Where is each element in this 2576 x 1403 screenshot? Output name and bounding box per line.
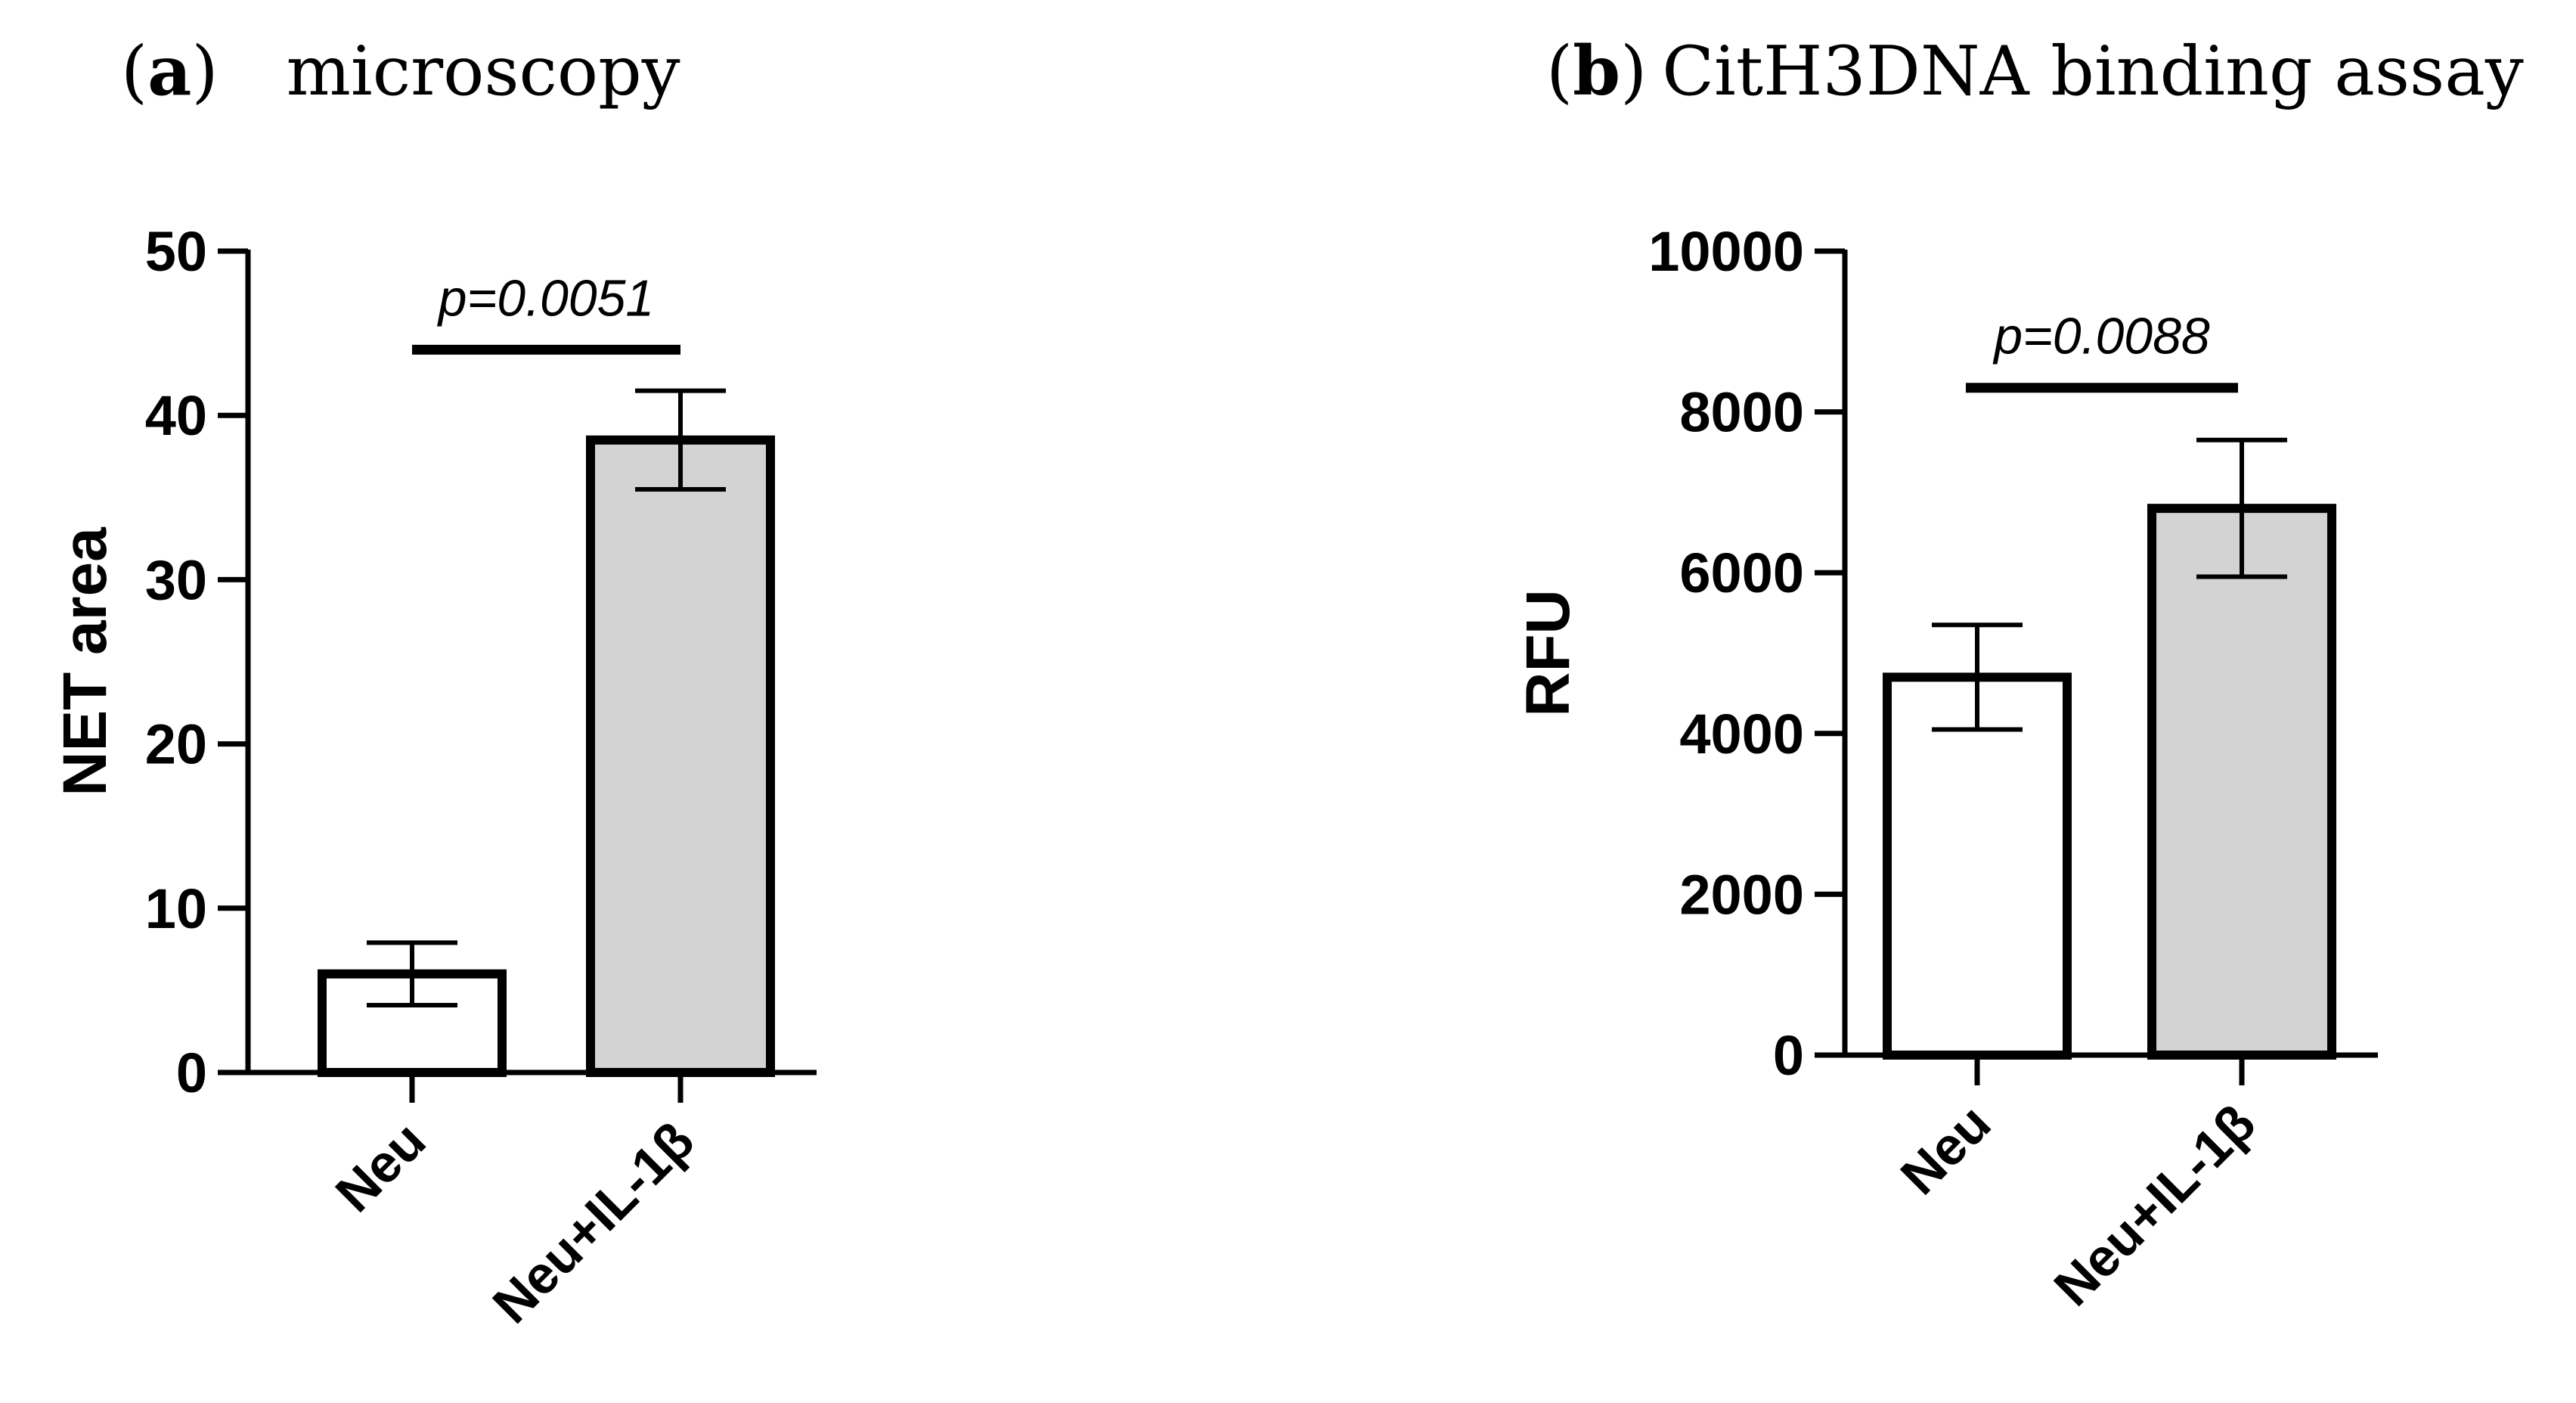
y-tick-label-b: 4000 [1679,703,1804,765]
y-tick-label-b: 2000 [1679,863,1804,926]
p-value-label-a: p=0.0051 [437,269,655,327]
panel-b-title: (b) CitH3DNA binding assay [1546,31,2524,111]
y-tick-label-a: 40 [145,384,207,447]
bar-b-1 [2147,504,2336,1060]
panel-b-title-text: CitH3DNA binding assay [1662,32,2524,111]
chart-b: 0 2000 4000 6000 8000 10000 RFU Neu Neu+IL-1β p=0… [1514,220,2378,1317]
y-tick-label-b: 10000 [1648,220,1804,283]
category-label-b-0: Neu [1889,1093,2002,1206]
y-axis-label-b: RFU [1514,589,1582,717]
y-axis-label-a: NET area [51,526,119,796]
bar-b-0 [1883,672,2072,1060]
panel-b-letter: b [1573,31,1620,111]
y-tick-label-a: 30 [145,548,207,611]
panel-a-title-text: microscopy [287,32,680,111]
bar-a-1 [586,435,775,1077]
category-label-a-1: Neu+IL-1β [482,1110,705,1334]
y-tick-label-a: 20 [145,713,207,776]
y-tick-label-b: 0 [1773,1024,1804,1087]
chart-a: 0 10 20 30 40 50 NET area Neu Neu+IL-1β p=0.0051 [51,220,817,1334]
panel-a-letter: a [147,31,191,111]
category-label-a-0: Neu [324,1110,437,1223]
p-value-label-b: p=0.0088 [1992,308,2210,365]
y-tick-label-a: 10 [145,877,207,940]
y-tick-label-b: 8000 [1679,381,1804,444]
panel-a-title: (a) microscopy [121,31,680,111]
y-tick-label-b: 6000 [1679,542,1804,604]
y-tick-label-a: 0 [176,1041,207,1104]
category-label-b-1: Neu+IL-1β [2043,1093,2267,1317]
y-tick-label-a: 50 [145,220,207,283]
